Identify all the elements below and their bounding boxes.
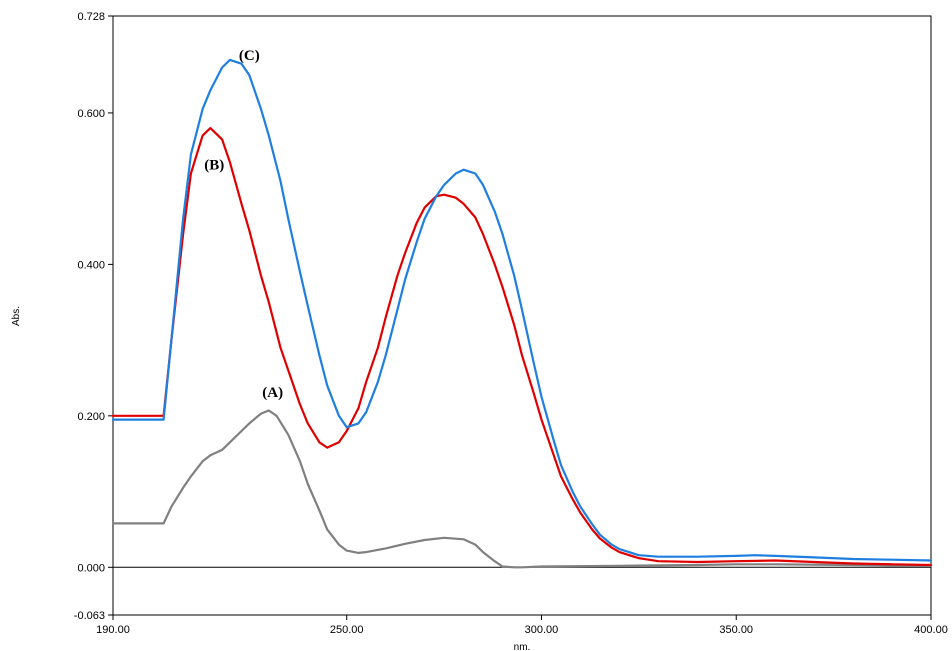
- plot-area: [112, 15, 932, 616]
- y-tick-label: 0.400: [77, 259, 105, 271]
- series-line-c: [111, 58, 933, 562]
- x-tick-label: 190.00: [96, 624, 130, 636]
- series-layer: [111, 58, 933, 569]
- annotation-layer: (A) (B) (C): [204, 48, 283, 401]
- curve-annotation: (A): [262, 385, 283, 401]
- y-tick-label: 0.200: [77, 411, 105, 423]
- x-tick-label: 400.00: [914, 624, 948, 636]
- y-tick-label: 0.600: [77, 108, 105, 120]
- x-axis-label: nm.: [514, 642, 531, 651]
- x-tick-label: 300.00: [525, 624, 559, 636]
- x-tick-label: 250.00: [330, 624, 364, 636]
- x-tick-label: 350.00: [719, 624, 753, 636]
- series-line-a: [111, 409, 933, 569]
- series-line-b: [111, 127, 933, 567]
- y-axis-label: Abs.: [11, 306, 22, 326]
- y-tick-label: 0.728: [77, 11, 105, 23]
- y-tick-label: -0.063: [74, 610, 105, 622]
- axis-ticks: 190.00 250.00 300.00 350.00 400.00 -0.063 0.00…: [74, 11, 948, 636]
- curve-annotation: (C): [239, 48, 260, 64]
- y-tick-label: 0.000: [77, 562, 105, 574]
- curve-annotation: (B): [204, 158, 224, 174]
